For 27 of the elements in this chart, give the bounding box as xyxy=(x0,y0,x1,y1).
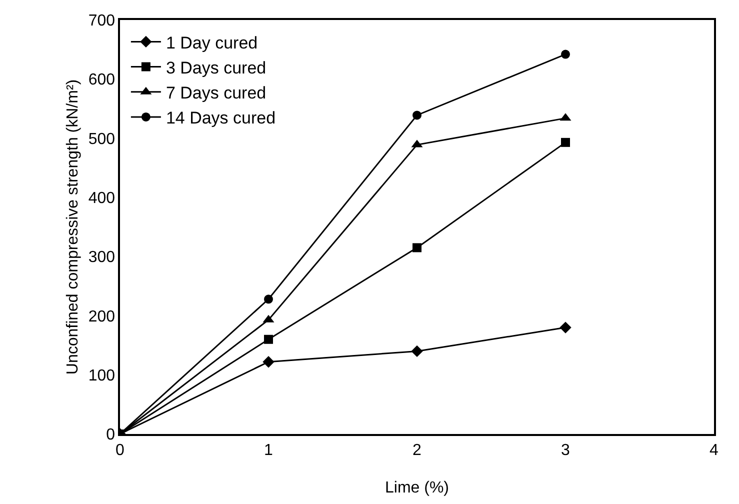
y-tick-label: 500 xyxy=(88,130,116,148)
legend-label: 3 Days cured xyxy=(166,58,266,78)
point xyxy=(412,243,422,252)
x-tick-label: 2 xyxy=(412,442,422,459)
legend-label: 14 Days cured xyxy=(166,108,276,128)
x-tick-label: 4 xyxy=(710,442,719,459)
x-tick-label: 1 xyxy=(264,442,274,459)
point xyxy=(264,294,273,304)
y-axis-title: Unconfined compressive strength (kN/m²) xyxy=(64,79,82,375)
point xyxy=(411,345,423,358)
point xyxy=(262,356,274,368)
point xyxy=(412,110,422,120)
y-tick-label: 400 xyxy=(88,190,116,208)
point xyxy=(561,138,570,147)
x-axis-title: Lime (%) xyxy=(384,480,450,496)
legend-label: 7 Days cured xyxy=(166,84,266,103)
point xyxy=(561,50,570,59)
y-tick-label: 300 xyxy=(88,249,116,266)
y-tick-label: 600 xyxy=(88,72,116,89)
y-tick-label: 200 xyxy=(88,308,116,326)
point xyxy=(560,322,572,334)
y-tick-label: 100 xyxy=(88,367,116,384)
x-tick-label: 3 xyxy=(561,442,570,459)
legend-label: 1 Day cured xyxy=(166,33,258,52)
y-tick-label: 0 xyxy=(106,426,116,444)
y-tick-label: 700 xyxy=(88,12,116,30)
point xyxy=(264,334,273,344)
